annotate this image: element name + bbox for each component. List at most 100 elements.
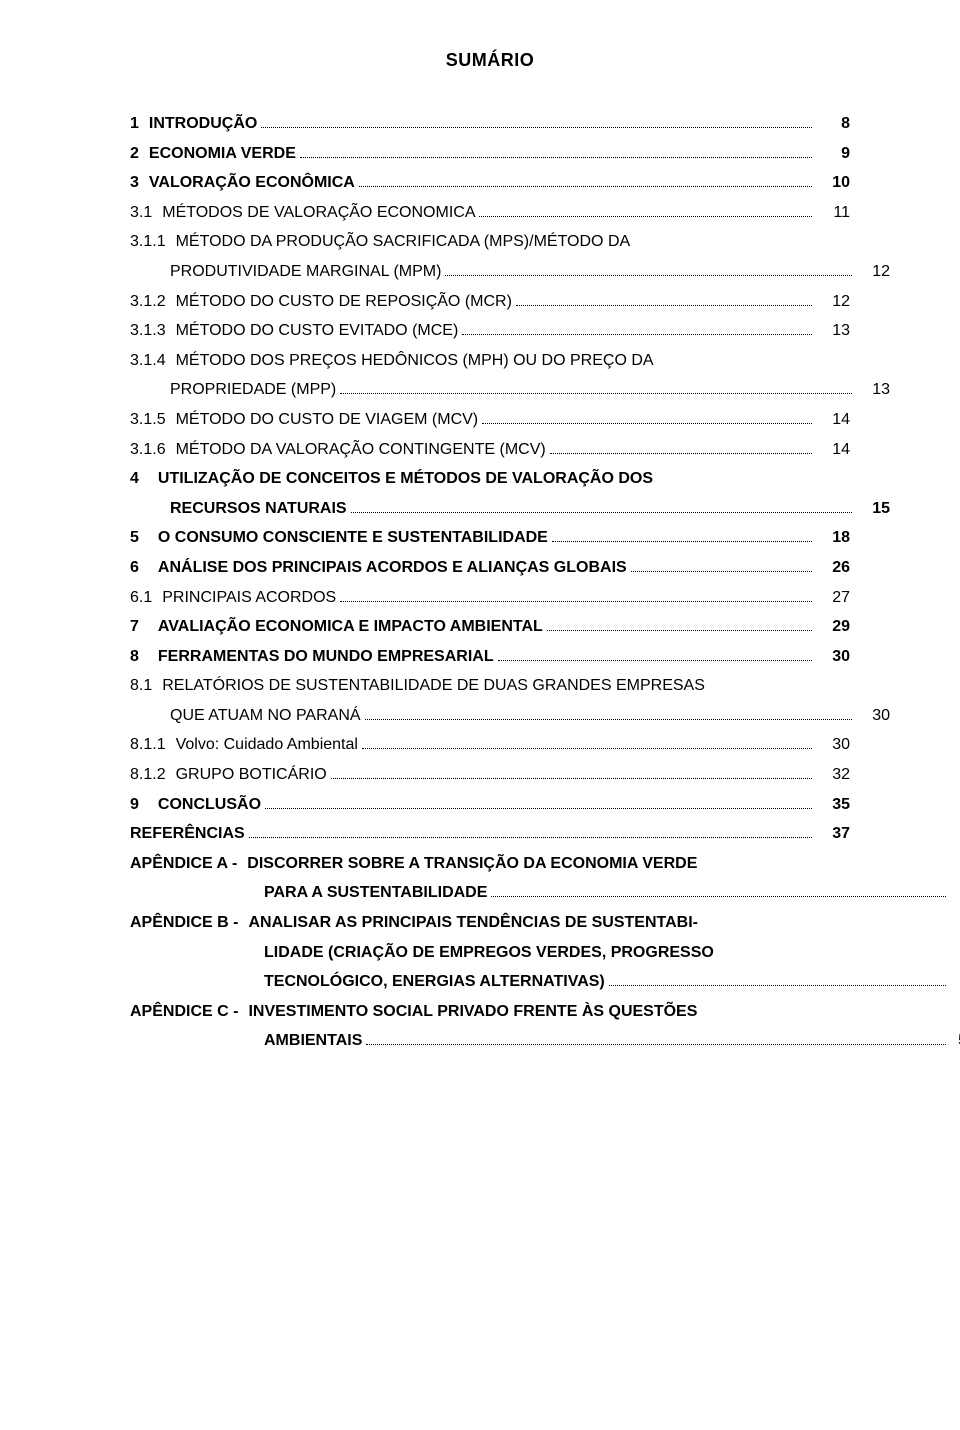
toc-text: PROPRIEDADE (MPP) — [170, 375, 336, 405]
toc-line: TECNOLÓGICO, ENERGIAS ALTERNATIVAS) 47 — [130, 967, 960, 997]
toc-page-number: 27 — [816, 583, 850, 613]
toc-leader — [359, 172, 812, 187]
toc-number: 3.1.6 — [130, 435, 166, 465]
toc-label: 3.1.5 MÉTODO DO CUSTO DE VIAGEM (MCV) — [130, 405, 478, 435]
toc-text: PRINCIPAIS ACORDOS — [162, 583, 336, 613]
toc-label: REFERÊNCIAS — [130, 819, 245, 849]
toc-number: APÊNDICE B - — [130, 908, 238, 938]
toc-label: APÊNDICE A - DISCORRER SOBRE A TRANSIÇÃO … — [130, 849, 697, 879]
toc-text: GRUPO BOTICÁRIO — [176, 760, 327, 790]
toc-label: 6.1 PRINCIPAIS ACORDOS — [130, 583, 336, 613]
toc-label: 3.1.1 MÉTODO DA PRODUÇÃO SACRIFICADA (MPS… — [130, 227, 630, 257]
toc-line: QUE ATUAM NO PARANÁ 30 — [130, 701, 890, 731]
table-of-contents: 1INTRODUÇÃO82ECONOMIA VERDE93VALORAÇÃO E… — [130, 109, 850, 1056]
toc-leader — [552, 527, 812, 542]
toc-text: RELATÓRIOS DE SUSTENTABILIDADE DE DUAS G… — [162, 671, 705, 701]
toc-page-number: 29 — [816, 612, 850, 642]
toc-number: 3.1.1 — [130, 227, 166, 257]
toc-leader — [265, 793, 812, 808]
toc-text: RECURSOS NATURAIS — [170, 494, 347, 524]
toc-label: 3.1.3 MÉTODO DO CUSTO EVITADO (MCE) — [130, 316, 458, 346]
toc-number: 3.1.3 — [130, 316, 166, 346]
toc-text: AVALIAÇÃO ECONOMICA E IMPACTO AMBIENTAL — [158, 612, 543, 642]
toc-page-number: 26 — [816, 553, 850, 583]
toc-entry: 3.1.2MÉTODO DO CUSTO DE REPOSIÇÃO (MCR)1… — [130, 287, 850, 317]
toc-page-number: 39 — [950, 878, 960, 908]
toc-leader — [516, 290, 812, 305]
toc-label: 3VALORAÇÃO ECONÔMICA — [130, 168, 355, 198]
toc-number: 3.1 — [130, 198, 152, 228]
toc-entry: 6 ANÁLISE DOS PRINCIPAIS ACORDOS E ALIANÇ… — [130, 553, 850, 583]
toc-number: 6 — [130, 553, 139, 583]
toc-entry: 1INTRODUÇÃO8 — [130, 109, 850, 139]
toc-text: PRODUTIVIDADE MARGINAL (MPM) — [170, 257, 441, 287]
toc-number: 6.1 — [130, 583, 152, 613]
toc-text: ANÁLISE DOS PRINCIPAIS ACORDOS E ALIANÇA… — [158, 553, 627, 583]
toc-page-number: 12 — [816, 287, 850, 317]
toc-leader — [462, 320, 812, 335]
toc-label: 3.1 MÉTODOS DE VALORAÇÃO ECONOMICA — [130, 198, 475, 228]
toc-line: 3.1.1 MÉTODO DA PRODUÇÃO SACRIFICADA (MPS… — [130, 227, 850, 257]
toc-text: MÉTODO DO CUSTO DE VIAGEM (MCV) — [176, 405, 479, 435]
toc-number: APÊNDICE A - — [130, 849, 237, 879]
toc-entry: 3.1.1 MÉTODO DA PRODUÇÃO SACRIFICADA (MPS… — [130, 227, 850, 286]
toc-entry: 3VALORAÇÃO ECONÔMICA10 — [130, 168, 850, 198]
toc-line: APÊNDICE A - DISCORRER SOBRE A TRANSIÇÃO … — [130, 849, 850, 879]
toc-entry: 8.1.2GRUPO BOTICÁRIO32 — [130, 760, 850, 790]
page-title: SUMÁRIO — [130, 50, 850, 71]
document-page: SUMÁRIO 1INTRODUÇÃO82ECONOMIA VERDE93VAL… — [0, 0, 960, 1106]
toc-page-number: 30 — [816, 642, 850, 672]
toc-label: 8.1.1Volvo: Cuidado Ambiental — [130, 730, 358, 760]
toc-leader — [445, 261, 852, 276]
toc-text: MÉTODOS DE VALORAÇÃO ECONOMICA — [162, 198, 475, 228]
toc-line: APÊNDICE C -INVESTIMENTO SOCIAL PRIVADO … — [130, 997, 850, 1027]
toc-text: Volvo: Cuidado Ambiental — [176, 730, 358, 760]
toc-line: PROPRIEDADE (MPP)13 — [130, 375, 890, 405]
toc-text: O CONSUMO CONSCIENTE E SUSTENTABILIDADE — [158, 523, 548, 553]
toc-label: 3.1.4MÉTODO DOS PREÇOS HEDÔNICOS (MPH) O… — [130, 346, 654, 376]
toc-text: UTILIZAÇÃO DE CONCEITOS E MÉTODOS DE VAL… — [158, 464, 653, 494]
toc-text: MÉTODO DO CUSTO EVITADO (MCE) — [176, 316, 459, 346]
toc-page-number: 30 — [856, 701, 890, 731]
toc-text: LIDADE (CRIAÇÃO DE EMPREGOS VERDES, PROG… — [264, 938, 714, 968]
toc-entry: 7AVALIAÇÃO ECONOMICA E IMPACTO AMBIENTAL… — [130, 612, 850, 642]
toc-text: MÉTODO DA PRODUÇÃO SACRIFICADA (MPS)/MÉT… — [176, 227, 631, 257]
toc-number: 4 — [130, 464, 139, 494]
toc-leader — [362, 734, 812, 749]
toc-leader — [249, 823, 812, 838]
toc-page-number: 47 — [950, 967, 960, 997]
toc-leader — [261, 113, 812, 128]
toc-text: DISCORRER SOBRE A TRANSIÇÃO DA ECONOMIA … — [247, 849, 697, 879]
toc-label: 6 ANÁLISE DOS PRINCIPAIS ACORDOS E ALIANÇ… — [130, 553, 627, 583]
toc-number: 8 — [130, 642, 139, 672]
toc-text: FERRAMENTAS DO MUNDO EMPRESARIAL — [158, 642, 494, 672]
toc-line: 8.1RELATÓRIOS DE SUSTENTABILIDADE DE DUA… — [130, 671, 850, 701]
toc-leader — [300, 142, 812, 157]
toc-line: 3.1.4MÉTODO DOS PREÇOS HEDÔNICOS (MPH) O… — [130, 346, 850, 376]
toc-entry: 8.1RELATÓRIOS DE SUSTENTABILIDADE DE DUA… — [130, 671, 850, 730]
toc-page-number: 12 — [856, 257, 890, 287]
toc-entry: APÊNDICE C -INVESTIMENTO SOCIAL PRIVADO … — [130, 997, 850, 1056]
toc-text: INTRODUÇÃO — [149, 109, 257, 139]
toc-text: TECNOLÓGICO, ENERGIAS ALTERNATIVAS) — [264, 967, 605, 997]
toc-page-number: 32 — [816, 760, 850, 790]
toc-leader — [366, 1030, 946, 1045]
toc-number: 5 — [130, 523, 139, 553]
toc-line: APÊNDICE B -ANALISAR AS PRINCIPAIS TENDÊ… — [130, 908, 850, 938]
toc-entry: 6.1 PRINCIPAIS ACORDOS 27 — [130, 583, 850, 613]
toc-label: 7AVALIAÇÃO ECONOMICA E IMPACTO AMBIENTAL — [130, 612, 543, 642]
toc-line: AMBIENTAIS511 — [130, 1026, 960, 1056]
toc-number: 3.1.5 — [130, 405, 166, 435]
toc-number: 3.1.2 — [130, 287, 166, 317]
toc-text: MÉTODO DA VALORAÇÃO CONTINGENTE (MCV) — [176, 435, 546, 465]
toc-entry: 2ECONOMIA VERDE9 — [130, 139, 850, 169]
toc-text: CONCLUSÃO — [158, 790, 261, 820]
toc-entry: REFERÊNCIAS37 — [130, 819, 850, 849]
toc-text: QUE ATUAM NO PARANÁ — [170, 701, 361, 731]
toc-line: LIDADE (CRIAÇÃO DE EMPREGOS VERDES, PROG… — [130, 938, 960, 968]
toc-number: 3 — [130, 168, 139, 198]
toc-text: PARA A SUSTENTABILIDADE — [264, 878, 487, 908]
toc-page-number: 14 — [816, 435, 850, 465]
toc-leader — [482, 409, 812, 424]
toc-leader — [340, 379, 852, 394]
